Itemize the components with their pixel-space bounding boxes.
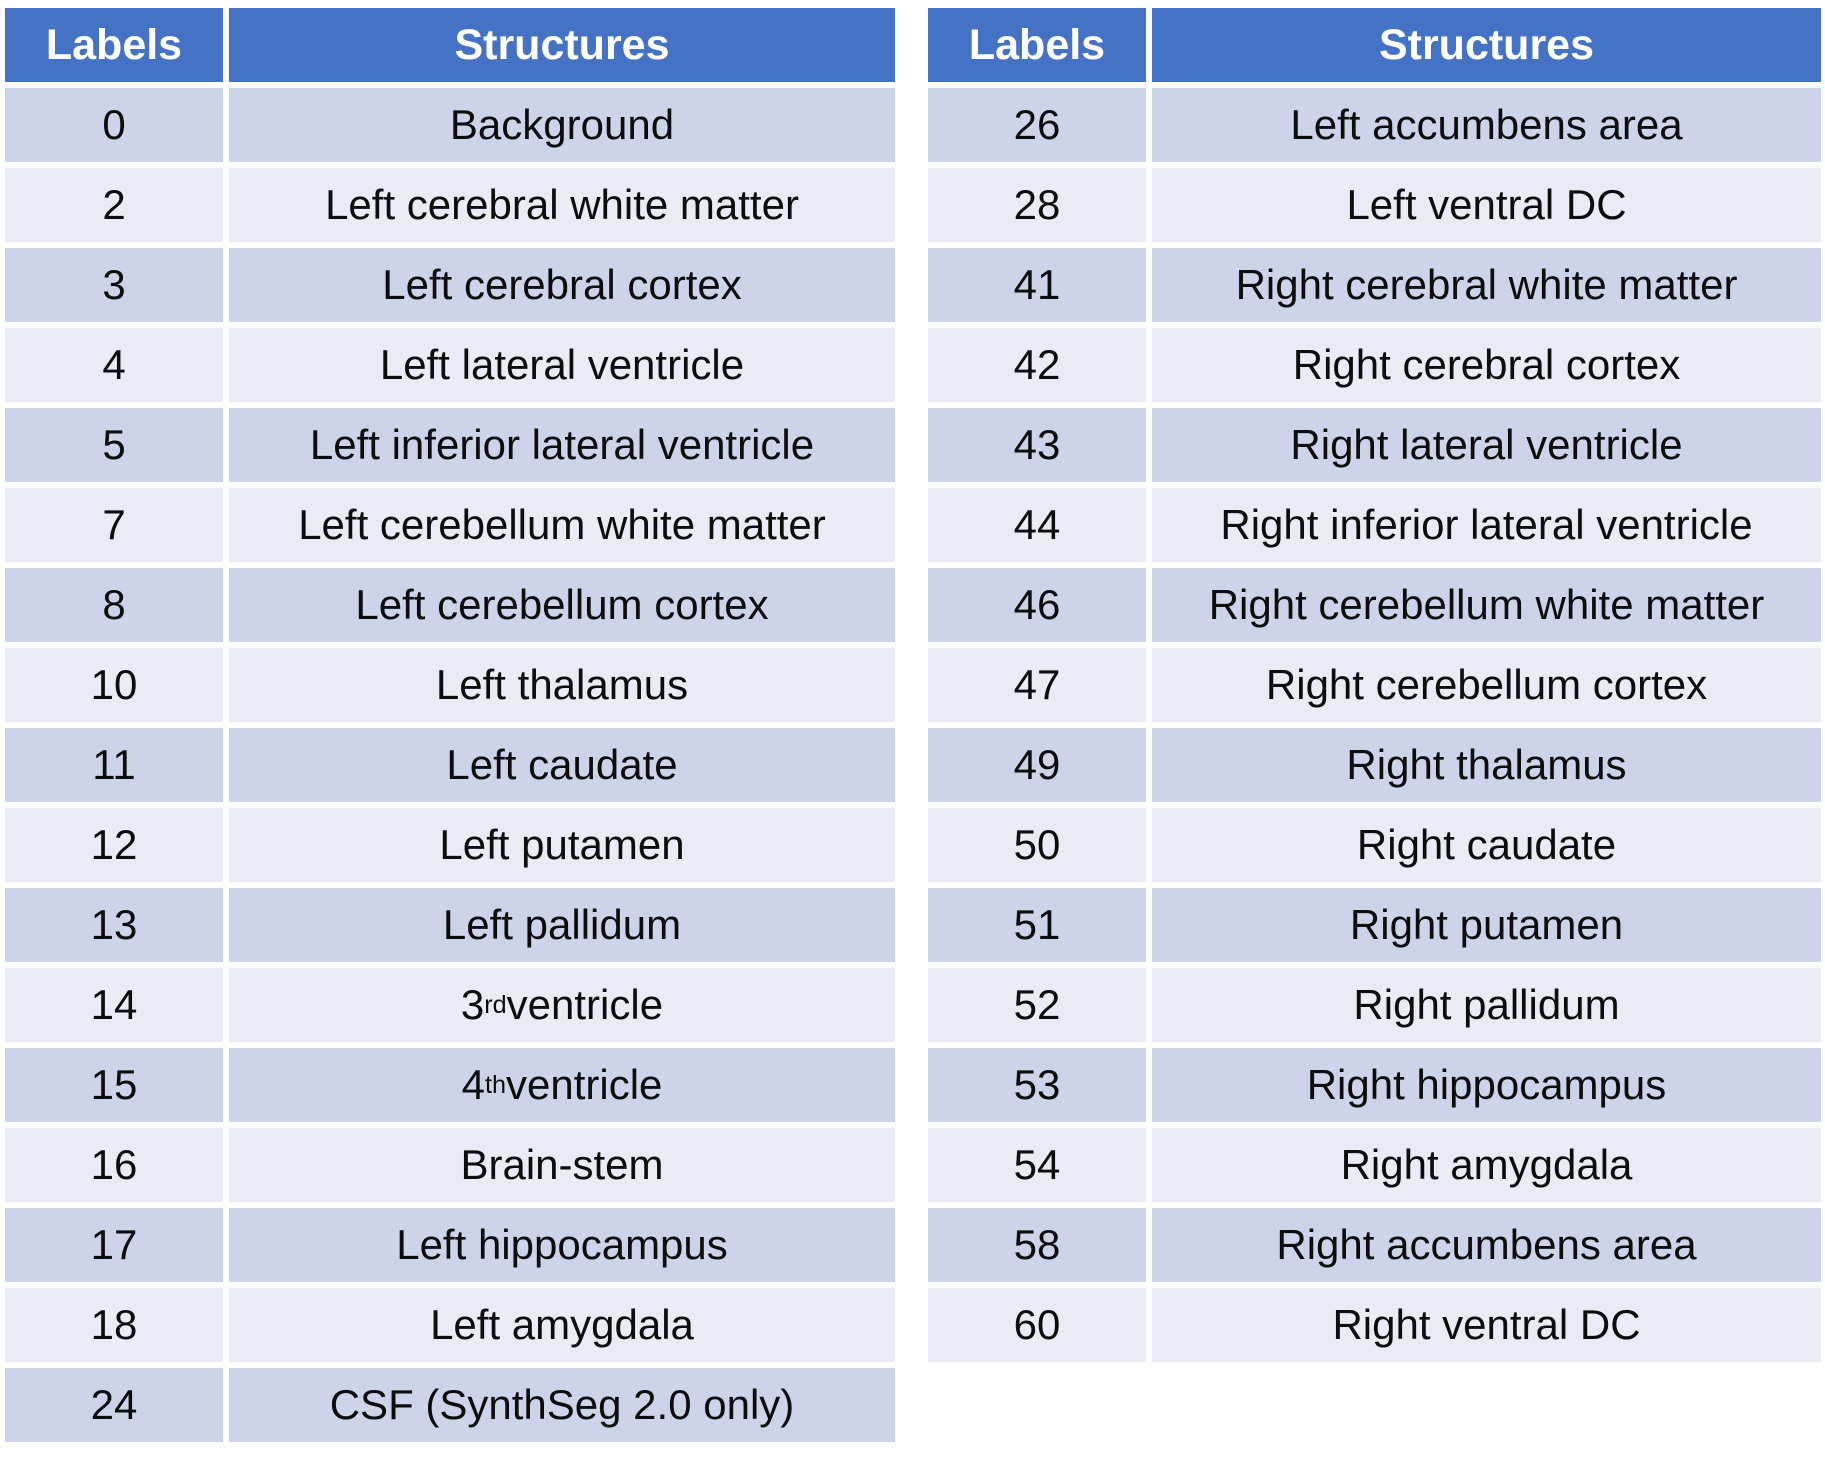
structure-cell: Right accumbens area [1152, 1208, 1821, 1282]
label-cell: 0 [5, 88, 223, 162]
structure-cell: Right thalamus [1152, 728, 1821, 802]
label-cell: 18 [5, 1288, 223, 1362]
label-cell: 54 [928, 1128, 1146, 1202]
structure-cell: Left pallidum [229, 888, 895, 962]
structure-cell: Right cerebellum white matter [1152, 568, 1821, 642]
structure-cell: Right amygdala [1152, 1128, 1821, 1202]
label-cell: 26 [928, 88, 1146, 162]
label-cell: 43 [928, 408, 1146, 482]
structure-cell: Right pallidum [1152, 968, 1821, 1042]
structures-column-header: Structures [1152, 8, 1821, 82]
structure-cell: Right putamen [1152, 888, 1821, 962]
label-cell: 4 [5, 328, 223, 402]
label-cell: 10 [5, 648, 223, 722]
structure-cell: Right hippocampus [1152, 1048, 1821, 1122]
labels-table-right: Labels Structures 26 Left accumbens area 2… [928, 8, 1821, 1362]
label-cell: 50 [928, 808, 1146, 882]
structure-cell: Left hippocampus [229, 1208, 895, 1282]
label-cell: 2 [5, 168, 223, 242]
label-cell: 3 [5, 248, 223, 322]
labels-column-header: Labels [5, 8, 223, 82]
label-cell: 14 [5, 968, 223, 1042]
structure-cell: Left ventral DC [1152, 168, 1821, 242]
structure-cell: Right ventral DC [1152, 1288, 1821, 1362]
label-cell: 5 [5, 408, 223, 482]
structure-cell: Left lateral ventricle [229, 328, 895, 402]
structure-cell: CSF (SynthSeg 2.0 only) [229, 1368, 895, 1442]
label-cell: 46 [928, 568, 1146, 642]
label-cell: 53 [928, 1048, 1146, 1122]
structure-cell: Background [229, 88, 895, 162]
labels-table-left: Labels Structures 0 Background 2 Left cereb… [5, 8, 895, 1442]
label-cell: 11 [5, 728, 223, 802]
label-cell: 51 [928, 888, 1146, 962]
label-cell: 12 [5, 808, 223, 882]
labels-column-header: Labels [928, 8, 1146, 82]
label-cell: 60 [928, 1288, 1146, 1362]
label-cell: 47 [928, 648, 1146, 722]
structure-cell: Right cerebral white matter [1152, 248, 1821, 322]
label-cell: 7 [5, 488, 223, 562]
structure-cell: Right inferior lateral ventricle [1152, 488, 1821, 562]
label-cell: 41 [928, 248, 1146, 322]
label-cell: 58 [928, 1208, 1146, 1282]
label-cell: 44 [928, 488, 1146, 562]
structure-cell: Left caudate [229, 728, 895, 802]
structure-cell: Right lateral ventricle [1152, 408, 1821, 482]
structure-cell: Left amygdala [229, 1288, 895, 1362]
structure-cell: Left thalamus [229, 648, 895, 722]
label-cell: 8 [5, 568, 223, 642]
label-cell: 28 [928, 168, 1146, 242]
label-cell: 49 [928, 728, 1146, 802]
label-cell: 24 [5, 1368, 223, 1442]
structure-cell: Right caudate [1152, 808, 1821, 882]
label-cell: 17 [5, 1208, 223, 1282]
structure-cell: Right cerebral cortex [1152, 328, 1821, 402]
structure-cell: Left cerebellum cortex [229, 568, 895, 642]
label-cell: 15 [5, 1048, 223, 1122]
structure-cell: Left inferior lateral ventricle [229, 408, 895, 482]
structure-cell: Left cerebellum white matter [229, 488, 895, 562]
label-cell: 52 [928, 968, 1146, 1042]
structure-cell: Left accumbens area [1152, 88, 1821, 162]
structures-column-header: Structures [229, 8, 895, 82]
structure-cell: Brain-stem [229, 1128, 895, 1202]
structure-cell: Right cerebellum cortex [1152, 648, 1821, 722]
label-cell: 13 [5, 888, 223, 962]
label-cell: 42 [928, 328, 1146, 402]
structure-cell: Left putamen [229, 808, 895, 882]
structure-cell: Left cerebral white matter [229, 168, 895, 242]
structure-cell: Left cerebral cortex [229, 248, 895, 322]
label-cell: 16 [5, 1128, 223, 1202]
